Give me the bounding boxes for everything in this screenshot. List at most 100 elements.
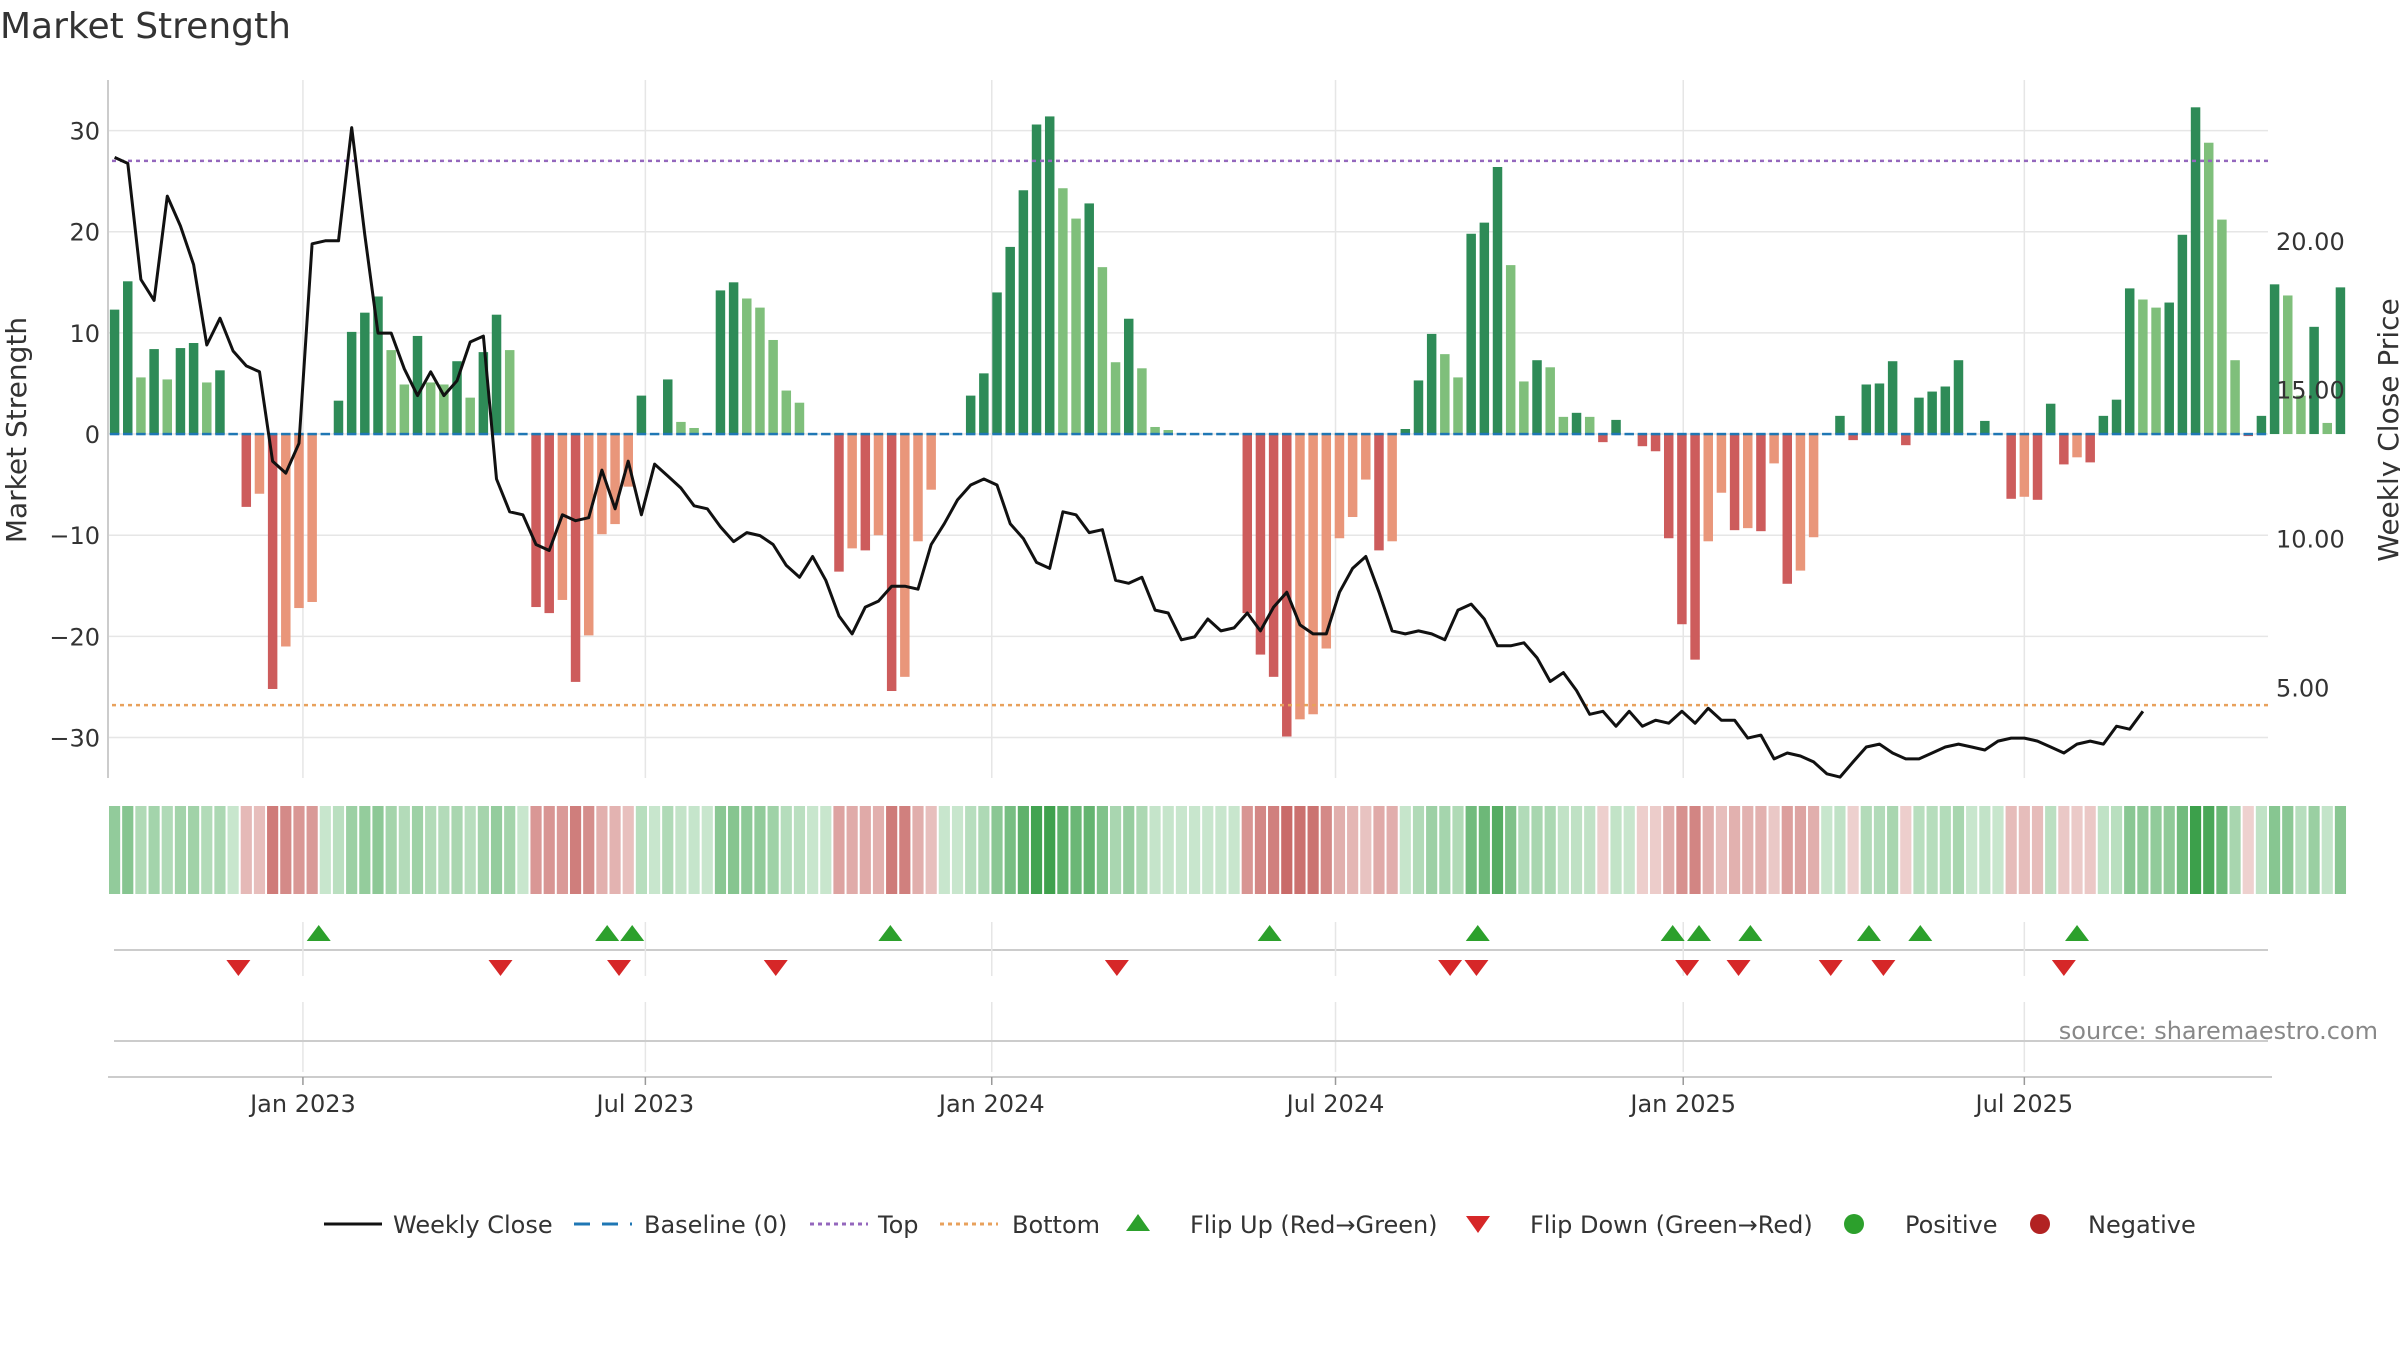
strip-cell: [2282, 806, 2293, 894]
weekly-close-line: [115, 128, 2143, 778]
strip-cell: [1084, 806, 1095, 894]
strength-bar: [874, 434, 883, 535]
strip-cell: [214, 806, 225, 894]
strip-cell: [1518, 806, 1529, 894]
strip-cell: [241, 806, 252, 894]
x-tick-label: Jul 2023: [595, 1090, 695, 1118]
strip-cell: [702, 806, 713, 894]
strip-cell: [1136, 806, 1147, 894]
strength-bar: [1704, 434, 1713, 541]
strip-cell: [715, 806, 726, 894]
strength-bar: [163, 379, 172, 434]
strip-cell: [1334, 806, 1345, 894]
strength-bar: [1506, 265, 1515, 434]
strip-cell: [1821, 806, 1832, 894]
strength-bar: [2059, 434, 2068, 464]
strength-bar: [1414, 380, 1423, 434]
strip-cell: [2111, 806, 2122, 894]
strip-cell: [754, 806, 765, 894]
x-tick-label: Jan 2025: [1628, 1090, 1736, 1118]
x-tick-label: Jul 2025: [1974, 1090, 2074, 1118]
strength-bar: [294, 434, 303, 608]
strip-cell: [1716, 806, 1727, 894]
flip-up-marker: [620, 925, 644, 941]
strength-bar: [1862, 384, 1871, 434]
strip-cell: [1347, 806, 1358, 894]
strip-cell: [2203, 806, 2214, 894]
close-line-group: [115, 128, 2143, 778]
strip-cell: [1070, 806, 1081, 894]
strip-cell: [1953, 806, 1964, 894]
strength-bar: [110, 310, 119, 434]
strip-cell: [359, 806, 370, 894]
strip-cell: [1900, 806, 1911, 894]
strength-bar: [2099, 416, 2108, 434]
strip-cell: [1479, 806, 1490, 894]
strength-bar: [1980, 421, 1989, 434]
left-tick-label: −30: [49, 725, 100, 753]
strip-cell: [491, 806, 502, 894]
strength-bar: [1743, 434, 1752, 528]
flip-down-marker: [607, 960, 631, 976]
strength-bar: [1690, 434, 1699, 660]
strength-bar: [1256, 434, 1265, 655]
strip-cell: [1531, 806, 1542, 894]
strip-cell: [280, 806, 291, 894]
strength-bar: [2164, 303, 2173, 435]
strength-bar: [847, 434, 856, 548]
strength-bar: [2270, 284, 2279, 434]
strip-cell: [1373, 806, 1384, 894]
strength-bar: [676, 422, 685, 434]
strip-cell: [1321, 806, 1332, 894]
strength-bar: [1783, 434, 1792, 584]
strip-cell: [978, 806, 989, 894]
legend-label: Negative: [2088, 1211, 2196, 1239]
strip-cell: [451, 806, 462, 894]
strength-bar: [465, 398, 474, 434]
strength-bar: [2217, 220, 2226, 434]
strip-cell: [1927, 806, 1938, 894]
strip-cell: [2243, 806, 2254, 894]
strength-bar: [729, 282, 738, 434]
strength-bar: [834, 434, 843, 572]
strength-bar: [2178, 235, 2187, 434]
flip-up-marker: [1687, 925, 1711, 941]
strip-cell: [649, 806, 660, 894]
strength-bar: [768, 340, 777, 434]
strip-cell: [1729, 806, 1740, 894]
strip-cell: [149, 806, 160, 894]
strength-bar: [544, 434, 553, 613]
strip-cell: [899, 806, 910, 894]
strip-cell: [662, 806, 673, 894]
strip-cell: [175, 806, 186, 894]
flip-down-marker: [1105, 960, 1129, 976]
strength-bar: [637, 396, 646, 434]
strip-cell: [1703, 806, 1714, 894]
strength-bar: [1243, 434, 1252, 613]
strip-cell: [1769, 806, 1780, 894]
strip-cell: [2085, 806, 2096, 894]
strip-cell: [1979, 806, 1990, 894]
strength-bar: [1374, 434, 1383, 550]
strip-cell: [926, 806, 937, 894]
strip-cell: [873, 806, 884, 894]
strength-bar: [2230, 360, 2239, 434]
strength-bar: [1954, 360, 1963, 434]
strength-bar: [1269, 434, 1278, 677]
strength-bar: [1295, 434, 1304, 719]
strength-bar: [1888, 361, 1897, 434]
strip-cell: [1149, 806, 1160, 894]
strip-cell: [333, 806, 344, 894]
strip-cell: [1031, 806, 1042, 894]
strip-cell: [675, 806, 686, 894]
strength-bar: [1769, 434, 1778, 463]
strength-bar: [1664, 434, 1673, 538]
strength-bar: [189, 343, 198, 434]
strength-bar: [202, 382, 211, 434]
strip-cell: [1597, 806, 1608, 894]
strip-cell: [307, 806, 318, 894]
strength-bar: [1282, 434, 1291, 736]
strength-bar: [1545, 367, 1554, 434]
flip-up-marker: [307, 925, 331, 941]
strip-cell: [2137, 806, 2148, 894]
